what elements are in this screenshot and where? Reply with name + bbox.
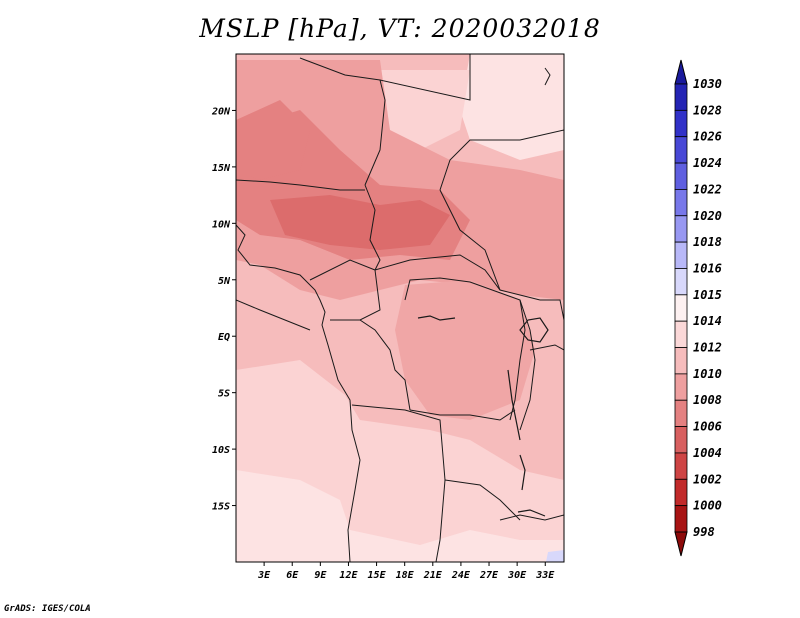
colorbar: 1030 1028 1026 1024 1022 1020 1018 1016 1015 1014… [674, 59, 722, 557]
colorbar-segment [674, 505, 688, 533]
field-northeast-light [460, 54, 564, 160]
lat-tick-label: 20N [211, 106, 231, 117]
colorbar-segment [674, 189, 688, 217]
lat-tick-label: 15S [212, 502, 230, 513]
colorbar-label: 1016 [693, 261, 722, 275]
lat-tick-label: 5S [218, 389, 230, 400]
colorbar-label: 1024 [693, 156, 722, 170]
lon-tick-label: 30E [507, 570, 527, 581]
colorbar-label: 1020 [693, 209, 722, 223]
lon-tick-label: 21E [423, 570, 443, 581]
colorbar-label: 1015 [693, 288, 722, 302]
lat-tick-label: 10S [212, 445, 230, 456]
map-title: MSLP [hPa], VT: 2020032018 [199, 14, 601, 43]
lon-tick-label: 12E [339, 570, 358, 581]
colorbar-label: 1028 [693, 103, 722, 117]
field-west-low [236, 100, 310, 180]
colorbar-top-arrow [674, 59, 688, 85]
colorbar-segment [674, 399, 688, 427]
map-frame [235, 53, 565, 563]
colorbar-label: 1018 [693, 235, 722, 249]
lon-tick-label: 3E [257, 570, 271, 581]
colorbar-segment [674, 347, 688, 375]
field-far-south [236, 470, 564, 562]
colorbar-segment [674, 136, 688, 164]
colorbar-label: 1022 [693, 182, 722, 196]
lon-tick-label: 24E [451, 570, 471, 581]
colorbar-segment [674, 373, 688, 401]
colorbar-label: 1006 [693, 420, 722, 434]
colorbar-label: 1008 [693, 393, 722, 407]
latitude-axis: 20N 15N 10N 5N EQ 5S 10S 15S [211, 106, 236, 513]
colorbar-segment [674, 162, 688, 190]
lon-tick-label: 33E [535, 570, 555, 581]
pressure-field [236, 54, 564, 562]
field-congo-trough [395, 280, 535, 420]
colorbar-segment [674, 241, 688, 269]
colorbar-label: 1004 [693, 446, 722, 460]
colorbar-segment [674, 478, 688, 507]
country-borders [236, 54, 564, 562]
colorbar-segment [674, 320, 688, 348]
colorbar-label: 1000 [693, 499, 722, 513]
lon-tick-label: 18E [396, 570, 415, 581]
colorbar-segment [674, 452, 688, 480]
lat-tick-label: 5N [218, 276, 231, 287]
lon-tick-label: 27E [479, 570, 499, 581]
lat-tick-label: 15N [212, 163, 231, 174]
longitude-axis: 3E 6E 9E 12E 15E 18E 21E 24E 27E 30E 33E [257, 562, 555, 581]
colorbar-label: 1010 [693, 367, 722, 381]
colorbar-segment [674, 268, 688, 296]
field-north-central [380, 70, 470, 150]
field-high-speck [546, 550, 564, 562]
field-core-1004 [270, 195, 450, 250]
lakes [417, 315, 549, 517]
colorbar-segment [674, 215, 688, 243]
lon-tick-label: 9E [314, 570, 327, 581]
colorbar-label: 1014 [693, 314, 722, 328]
colorbar-segment [674, 83, 688, 111]
colorbar-label: 1026 [693, 130, 722, 144]
colorbar-segment [674, 109, 688, 138]
colorbar-bottom-arrow [674, 531, 688, 557]
colorbar-label: 1012 [693, 341, 722, 355]
lat-tick-label: 10N [212, 219, 231, 230]
lon-tick-label: 6E [286, 570, 299, 581]
colorbar-label: 1002 [693, 472, 722, 486]
grads-credit: GrADS: IGES/COLA [4, 604, 91, 614]
colorbar-segment [674, 294, 688, 322]
lon-tick-label: 15E [368, 570, 387, 581]
lat-tick-label: EQ [218, 332, 230, 343]
colorbar-label: 998 [693, 525, 715, 539]
colorbar-segment [674, 426, 688, 454]
colorbar-label: 1030 [693, 77, 722, 91]
